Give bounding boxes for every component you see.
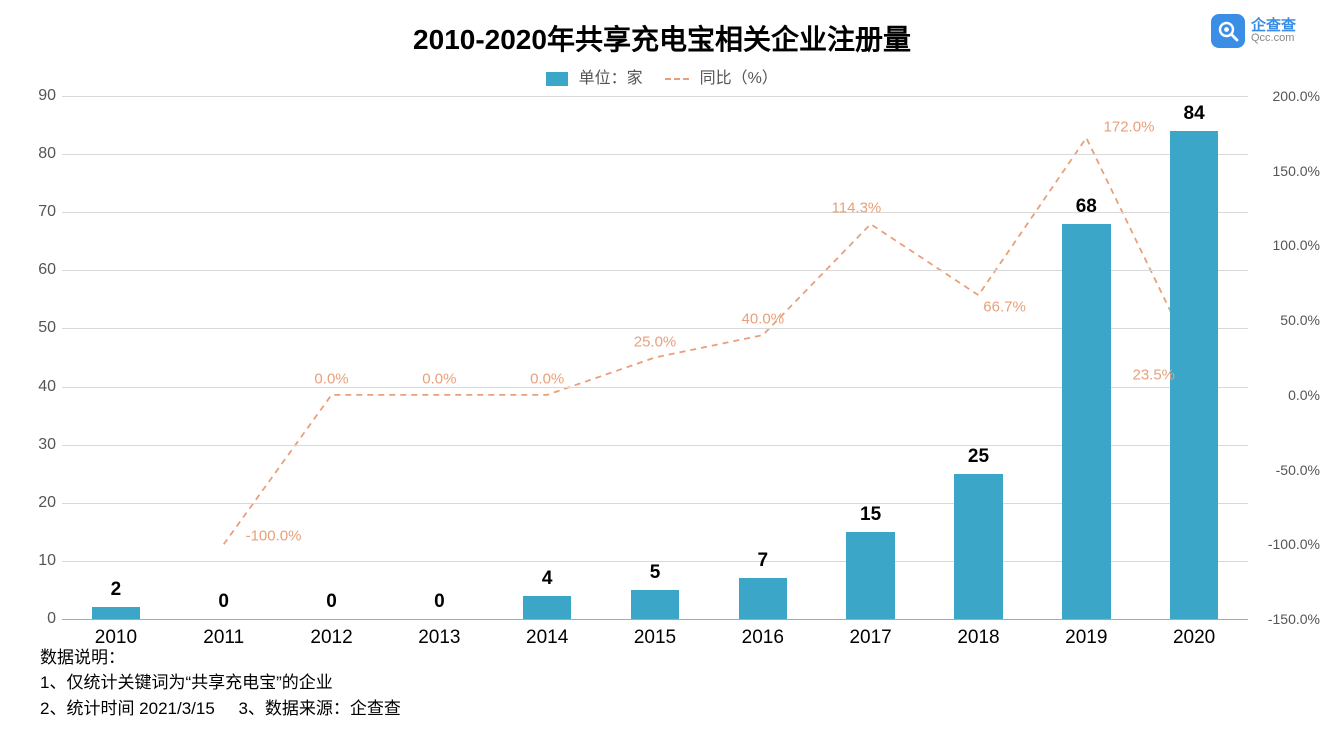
y-right-tick-label: 150.0% (1254, 163, 1320, 179)
line-value-label: 0.0% (314, 371, 348, 388)
y-left-tick-label: 80 (16, 145, 56, 163)
y-right-tick-label: 50.0% (1254, 312, 1320, 328)
y-right-tick-label: -150.0% (1254, 611, 1320, 627)
x-tick-label: 2018 (957, 627, 999, 649)
line-value-label: 66.7% (983, 298, 1026, 315)
bar-value-label: 0 (218, 591, 229, 617)
bar (92, 607, 141, 619)
y-left-tick-label: 50 (16, 319, 56, 337)
y-left-tick-label: 10 (16, 552, 56, 570)
data-notes: 数据说明： 1、仅统计关键词为“共享充电宝”的企业 2、统计时间 2021/3/… (40, 645, 401, 722)
bar-value-label: 84 (1184, 103, 1205, 129)
bar-value-label: 0 (326, 591, 337, 617)
legend: 单位：家 同比（%） (0, 64, 1324, 88)
y-left-tick-label: 70 (16, 203, 56, 221)
chart-title: 2010-2020年共享充电宝相关企业注册量 (0, 18, 1324, 58)
bar (846, 532, 895, 619)
gridline (62, 212, 1248, 213)
bar (739, 578, 788, 619)
x-tick-label: 2016 (742, 627, 784, 649)
chart-container: 2010-2020年共享充电宝相关企业注册量 企查查 Qcc.com 单位：家 … (0, 0, 1324, 729)
brand-logo: 企查查 Qcc.com (1211, 14, 1296, 48)
y-right-tick-label: 200.0% (1254, 88, 1320, 104)
bar-value-label: 4 (542, 568, 553, 594)
plot-area: 0102030405060708090-150.0%-100.0%-50.0%0… (62, 96, 1248, 619)
bar (954, 474, 1003, 619)
y-left-tick-label: 0 (16, 610, 56, 628)
qcc-logo-icon (1211, 14, 1245, 48)
legend-bar-label: 单位：家 (579, 70, 643, 87)
bar-value-label: 7 (758, 550, 769, 576)
magnifier-icon (1216, 19, 1240, 43)
legend-line-label: 同比（%） (700, 70, 778, 87)
bar-value-label: 0 (434, 591, 445, 617)
y-left-tick-label: 30 (16, 436, 56, 454)
logo-text-cn: 企查查 (1251, 18, 1296, 33)
y-right-tick-label: -100.0% (1254, 536, 1320, 552)
bar-value-label: 25 (968, 446, 989, 472)
notes-line-2: 2、统计时间 2021/3/15 3、数据来源：企查查 (40, 696, 401, 722)
y-left-tick-label: 40 (16, 378, 56, 396)
bar-value-label: 68 (1076, 196, 1097, 222)
line-value-label: 114.3% (832, 200, 882, 217)
logo-text-en: Qcc.com (1251, 33, 1296, 44)
legend-bar-swatch (546, 72, 568, 86)
y-right-tick-label: 100.0% (1254, 237, 1320, 253)
x-tick-label: 2017 (849, 627, 891, 649)
line-value-label: -100.0% (246, 528, 302, 545)
notes-line-1: 1、仅统计关键词为“共享充电宝”的企业 (40, 670, 401, 696)
gridline (62, 619, 1248, 620)
gridline (62, 154, 1248, 155)
line-value-label: 0.0% (530, 371, 564, 388)
bar-value-label: 2 (111, 579, 122, 605)
bar-value-label: 15 (860, 504, 881, 530)
bar (631, 590, 680, 619)
x-tick-label: 2019 (1065, 627, 1107, 649)
x-tick-label: 2015 (634, 627, 676, 649)
bar (1062, 224, 1111, 619)
x-tick-label: 2014 (526, 627, 568, 649)
x-tick-label: 2020 (1173, 627, 1215, 649)
y-right-tick-label: 0.0% (1254, 387, 1320, 403)
bar-value-label: 5 (650, 562, 661, 588)
y-left-tick-label: 20 (16, 494, 56, 512)
line-value-label: 172.0% (1104, 119, 1155, 136)
y-right-tick-label: -50.0% (1254, 462, 1320, 478)
notes-heading: 数据说明： (40, 645, 401, 671)
bar (1170, 131, 1219, 619)
line-value-label: 40.0% (742, 311, 785, 328)
x-tick-label: 2013 (418, 627, 460, 649)
line-value-label: 0.0% (422, 371, 456, 388)
line-value-label: 23.5% (1132, 367, 1175, 384)
gridline (62, 96, 1248, 97)
bar (523, 596, 572, 619)
y-left-tick-label: 60 (16, 261, 56, 279)
y-left-tick-label: 90 (16, 87, 56, 105)
line-value-label: 25.0% (634, 333, 677, 350)
legend-line-swatch (665, 78, 689, 80)
